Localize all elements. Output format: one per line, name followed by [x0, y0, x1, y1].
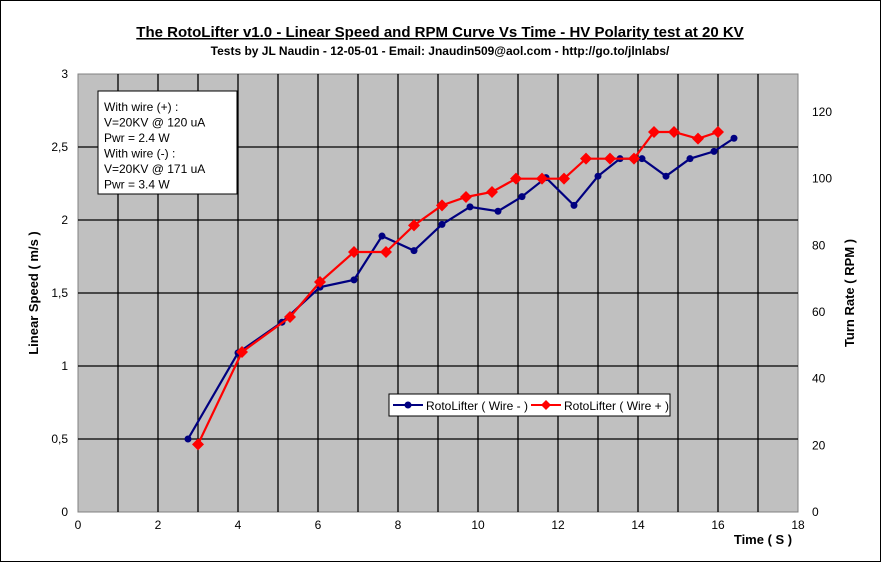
y2-tick-labels: 0 20 40 60 80 100 120 [812, 105, 832, 519]
data-point-wire-plus [580, 152, 592, 165]
data-point-wire-plus [510, 172, 522, 185]
series-line-wire-plus [197, 130, 719, 445]
chart-subtitle: Tests by JL Naudin - 12-05-01 - Email: J… [211, 44, 670, 58]
data-point-wire-plus [692, 132, 704, 145]
data-point-wire-plus [348, 246, 360, 258]
data-point-wire-plus [314, 276, 326, 288]
y-tick-labels: 0 0,5 1 1,5 2 2,5 3 [51, 67, 68, 519]
y2-tick-label: 120 [812, 105, 832, 119]
x-tick-label: 14 [631, 518, 645, 532]
y-axis-label: Linear Speed ( m/s ) [26, 231, 41, 355]
x-tick-label: 6 [315, 518, 322, 532]
grid [78, 74, 798, 512]
annotation-line: Pwr = 3.4 W [104, 178, 170, 192]
data-point-wire-plus [668, 126, 680, 138]
x-tick-label: 0 [75, 518, 82, 532]
y2-axis-label: Turn Rate ( RPM ) [842, 239, 857, 347]
data-point-wire-minus [638, 155, 646, 163]
data-point-wire-minus [686, 155, 694, 163]
series-group [184, 126, 738, 451]
data-point-wire-plus [192, 438, 204, 451]
legend-label-wire-plus: RotoLifter ( Wire + ) [564, 399, 669, 413]
y-tick-label: 1,5 [51, 286, 68, 300]
data-point-wire-plus [236, 346, 248, 358]
chart-title: The RotoLifter v1.0 - Linear Speed and R… [136, 24, 743, 41]
data-point-wire-plus [436, 199, 448, 212]
y-tick-label: 2 [61, 213, 68, 227]
data-point-wire-plus [648, 126, 660, 138]
annotation-line: With wire (+) : [104, 100, 178, 114]
y2-tick-label: 60 [812, 305, 826, 319]
data-point-wire-minus [350, 276, 358, 284]
legend-marker-wire-minus [404, 401, 412, 409]
legend-marker-wire-plus [541, 400, 551, 410]
x-tick-labels: 0 2 4 6 8 10 12 14 16 18 [75, 518, 805, 532]
legend: RotoLifter ( Wire - ) RotoLifter ( Wire … [388, 393, 671, 417]
x-tick-label: 10 [471, 518, 485, 532]
legend-label-wire-minus: RotoLifter ( Wire - ) [426, 399, 528, 413]
x-tick-label: 8 [395, 518, 402, 532]
y2-tick-label: 80 [812, 238, 826, 252]
data-point-wire-minus [730, 134, 738, 142]
y2-tick-label: 20 [812, 438, 826, 452]
data-point-wire-minus [710, 147, 718, 155]
data-point-wire-plus [460, 191, 472, 203]
data-point-wire-minus [378, 232, 386, 240]
x-tick-label: 2 [155, 518, 162, 532]
y-tick-label: 0,5 [51, 432, 68, 446]
data-point-wire-plus [558, 172, 570, 185]
x-tick-label: 12 [551, 518, 565, 532]
data-point-wire-minus [410, 247, 418, 255]
data-point-wire-minus [662, 172, 670, 180]
y-tick-label: 2,5 [51, 140, 68, 154]
y-tick-label: 3 [61, 67, 68, 81]
y-tick-label: 0 [61, 505, 68, 519]
data-point-wire-minus [184, 435, 192, 443]
data-point-wire-plus [712, 126, 724, 138]
y2-tick-label: 0 [812, 505, 819, 519]
annotation-line: Pwr = 2.4 W [104, 131, 170, 145]
data-point-wire-minus [570, 201, 578, 209]
series-line-wire-minus [187, 137, 735, 440]
data-point-wire-plus [628, 152, 640, 165]
data-point-wire-minus [594, 172, 602, 180]
data-point-wire-minus [438, 220, 446, 228]
data-point-wire-plus [536, 172, 548, 185]
data-point-wire-minus [466, 203, 474, 211]
annotation-line: V=20KV @ 120 uA [104, 116, 205, 130]
data-point-wire-plus [604, 152, 616, 165]
y2-tick-label: 100 [812, 172, 832, 186]
data-point-wire-plus [408, 219, 420, 232]
x-tick-label: 18 [791, 518, 805, 532]
annotation-line: With wire (-) : [104, 147, 175, 161]
annotation-line: V=20KV @ 171 uA [104, 162, 205, 176]
x-tick-label: 16 [711, 518, 725, 532]
data-point-wire-plus [284, 311, 296, 323]
data-point-wire-minus [494, 207, 502, 215]
data-point-wire-minus [518, 193, 526, 201]
y-tick-label: 1 [61, 359, 68, 373]
data-point-wire-plus [486, 186, 498, 198]
data-point-wire-plus [380, 246, 392, 258]
x-tick-label: 4 [235, 518, 242, 532]
y2-tick-label: 40 [812, 372, 826, 386]
x-axis-label: Time ( S ) [734, 532, 792, 547]
